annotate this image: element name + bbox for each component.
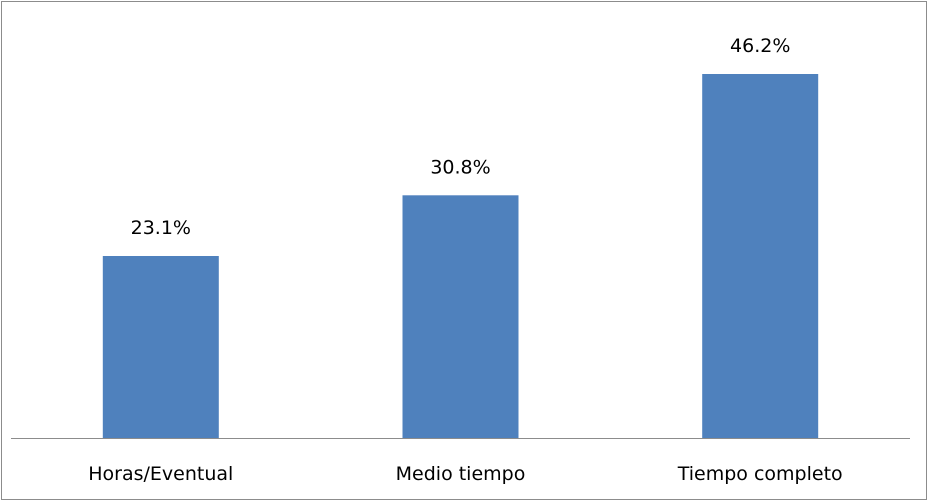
- x-tick-label-2: Medio tiempo: [396, 463, 526, 485]
- x-tick-labels-group: Horas/Eventual Medio tiempo Tiempo complet…: [88, 463, 842, 485]
- data-label-1: 23.1%: [131, 217, 191, 239]
- x-tick-label-1: Horas/Eventual: [88, 463, 233, 485]
- data-labels-group: 23.1% 30.8% 46.2%: [131, 35, 791, 239]
- data-label-2: 30.8%: [430, 156, 490, 178]
- bars-group: [102, 74, 819, 438]
- x-tick-label-3: Tiempo completo: [677, 463, 843, 485]
- bar-2: [402, 195, 519, 438]
- bar-1: [102, 256, 219, 438]
- bar-3: [702, 74, 819, 438]
- data-label-3: 46.2%: [730, 35, 790, 57]
